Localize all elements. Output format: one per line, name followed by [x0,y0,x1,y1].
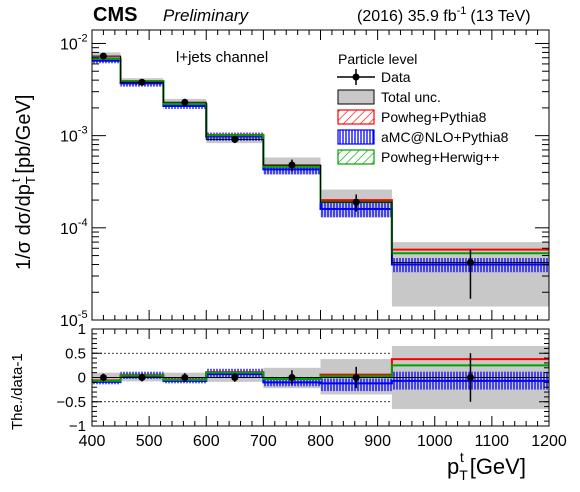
data-point [466,259,474,267]
data-point [288,374,296,381]
x-axis-title: pTt [GeV] [447,449,526,483]
legend-total-unc-label: Total unc. [381,89,441,105]
legend-item-powheg-pythia8: Powheg+Pythia8 [337,109,487,125]
x-tick-label: 1100 [475,433,510,450]
y-tick-base: 10 [60,129,78,146]
y-tick-exponent: -4 [78,217,88,229]
lumi-value: (2016) 35.9 fb [357,8,457,25]
x-tick-label: 600 [193,433,220,450]
lumi-label: (2016) 35.9 fb-1 (13 TeV) [357,5,531,25]
legend-powheg-herwig-swatch [337,149,375,165]
data-point [99,374,107,381]
channel-label: l+jets channel [176,49,268,66]
legend-powheg-pythia8-label: Powheg+Pythia8 [381,109,487,125]
y-tick-exponent: -5 [78,309,88,321]
main-y-title-sub: T [23,176,38,184]
ratio-y-axis-title: The./data-1 [9,353,26,430]
x-title-sub: T [459,467,468,483]
ratio-plot-area [92,345,549,410]
y-tick-base: 10 [60,221,78,238]
main-plot-area [92,52,549,307]
x-tick-label: 1200 [531,433,567,450]
ratio-y-tick-label: −0.5 [56,394,86,411]
ratio-y-tick-label: 0 [78,370,86,387]
data-point [231,135,239,143]
main-panel: 10-210-310-410-5 l+jets channel 1/σ dσ/d… [8,29,550,330]
legend-item-data: Data [337,69,411,85]
legend-amcnlo-pythia8-label: aMC@NLO+Pythia8 [381,129,509,145]
x-tick-label: 900 [364,433,391,450]
legend-total-unc-swatch [337,89,375,105]
main-y-axis-title: 1/σ dσ/dpTt [pb/GeV] [8,95,38,270]
y-tick-exponent: -2 [78,32,88,44]
y-tick-label: 10-3 [60,125,88,146]
legend-item-powheg-herwig: Powheg+Herwig++ [337,149,500,165]
legend-title: Particle level [338,51,417,67]
y-tick-base: 10 [60,36,78,53]
lumi-exponent: -1 [457,5,467,17]
y-tick-exponent: -3 [78,125,88,137]
main-y-title-unit: [pb/GeV] [13,95,35,174]
legend: Particle level Data Total unc. Powheg+Py… [337,51,509,165]
legend-item-amcnlo-pythia8: aMC@NLO+Pythia8 [337,129,509,145]
x-tick-label: 700 [250,433,277,450]
data-point [352,198,360,206]
y-tick-label: 10-5 [60,309,88,330]
data-point [138,374,146,381]
data-point [99,52,107,60]
ratio-y-tick-label: −1 [69,418,86,435]
data-point [181,374,189,381]
legend-data-label: Data [381,69,411,85]
ratio-panel: −1 −0.5 0 0.5 1 400 500 600 700 800 900 1000 1100 120… [9,321,567,483]
data-point [231,374,239,381]
powheg-herwig-line [92,364,549,382]
y-tick-label: 10-4 [60,217,88,238]
x-tick-label: 1000 [417,433,453,450]
data-point [466,374,474,381]
legend-data-marker-dot [352,73,360,81]
ratio-y-tick-label: 1 [78,321,86,338]
y-tick-base: 10 [60,313,78,330]
energy-label: (13 TeV) [470,8,530,25]
x-tick-label: 400 [79,433,106,450]
data-point [288,161,296,169]
x-title-unit: [GeV] [470,454,526,479]
x-title-sup: t [460,449,464,465]
legend-powheg-herwig-label: Powheg+Herwig++ [381,149,500,165]
data-point [181,98,189,106]
experiment-label: CMS [93,4,137,26]
ratio-axes: −1 −0.5 0 0.5 1 400 500 600 700 800 900 1000 1100 120… [56,321,567,450]
main-y-title-sup: t [8,178,23,182]
data-point [352,374,360,381]
main-y-title-main: 1/σ dσ/dp [13,184,35,270]
x-tick-label: 800 [307,433,334,450]
legend-powheg-pythia8-swatch [337,109,375,125]
main-y-axis: 10-210-310-410-5 [60,30,550,330]
data-point [138,78,146,86]
x-tick-label: 500 [136,433,163,450]
status-label: Preliminary [163,6,250,25]
x-title-main: p [447,454,459,479]
y-tick-label: 10-2 [60,32,88,53]
ratio-y-tick-label: 0.5 [65,345,86,362]
legend-item-total-unc: Total unc. [337,89,441,105]
legend-amcnlo-pythia8-swatch [337,129,375,145]
